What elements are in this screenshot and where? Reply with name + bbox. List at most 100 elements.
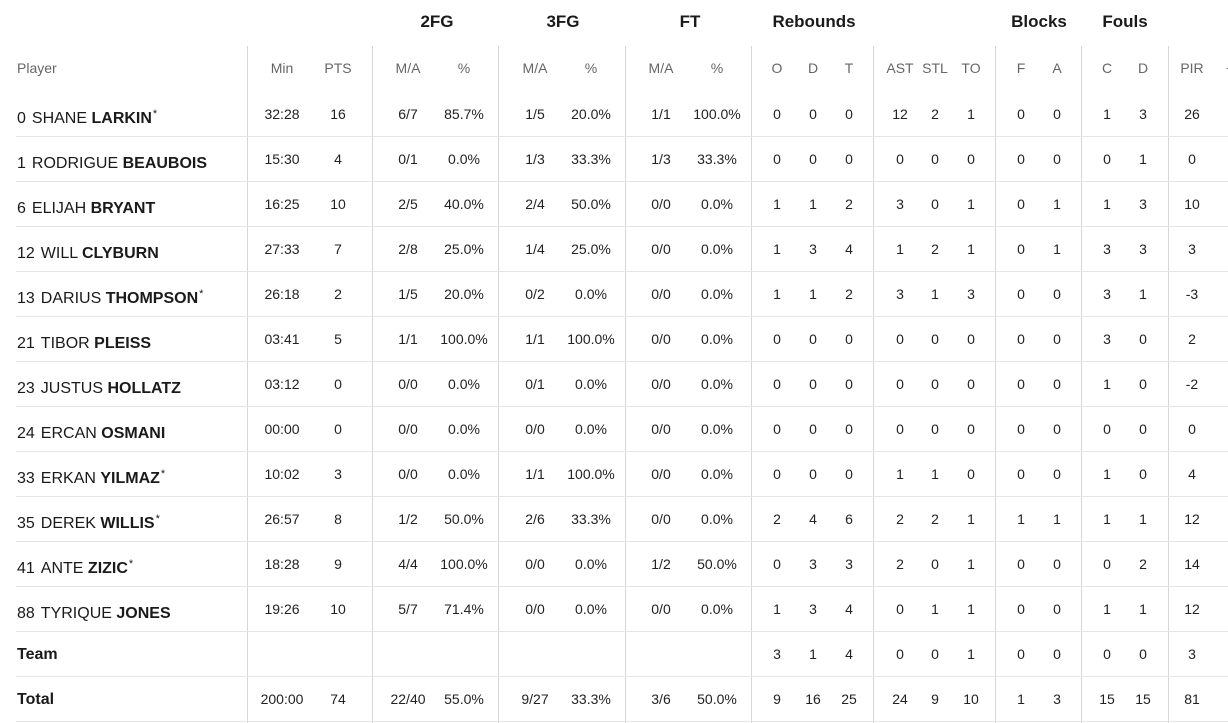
cell-pir: 26	[1184, 106, 1200, 122]
cell-reb-t: 4	[845, 241, 853, 257]
column-header-reb-d[interactable]: D	[807, 60, 819, 76]
cell-reb-t: 0	[845, 106, 853, 122]
cell-reb-d: 4	[809, 511, 817, 527]
column-header-3fg-pct[interactable]: %	[584, 60, 598, 76]
cell-ft-pct: 0.0%	[701, 421, 733, 437]
column-divider	[1168, 46, 1169, 723]
player-last-name: BRYANT	[90, 200, 156, 217]
cell-reb-d: 0	[809, 466, 817, 482]
cell-2fg-ma: 0/1	[398, 151, 418, 167]
cell-ast: 0	[896, 376, 904, 392]
cell-reb-t: 0	[845, 421, 853, 437]
cell-min: 16:25	[264, 196, 300, 212]
group-header-ft: FT	[679, 12, 701, 31]
cell-2fg-ma: 4/4	[398, 556, 418, 572]
column-header-min[interactable]: Min	[270, 60, 294, 76]
player-name[interactable]: 88 TYRIQUE JONES	[17, 587, 172, 632]
player-name[interactable]: 6 ELIJAH BRYANT	[17, 182, 156, 227]
cell-pts: 4	[334, 151, 342, 167]
column-header-ft-pct[interactable]: %	[710, 60, 724, 76]
cell-3fg-pct: 33.3%	[571, 151, 611, 167]
cell-3fg-ma: 0/0	[525, 556, 545, 572]
cell-3fg-ma: 2/6	[525, 511, 545, 527]
cell-ft-ma: 0/0	[651, 421, 671, 437]
column-header-reb-t[interactable]: T	[844, 60, 854, 76]
cell-min: 15:30	[264, 151, 300, 167]
column-header-2fg-ma[interactable]: M/A	[395, 60, 421, 76]
cell-3fg-ma: 1/5	[525, 106, 545, 122]
cell-reb-t: 3	[845, 556, 853, 572]
column-header-blocks-a[interactable]: A	[1052, 60, 1062, 76]
cell-to: 0	[967, 331, 975, 347]
column-header-2fg-pct[interactable]: %	[457, 60, 471, 76]
cell-reb-o: 0	[773, 421, 781, 437]
cell-2fg-ma: 2/5	[398, 196, 418, 212]
column-header-ft-ma[interactable]: M/A	[648, 60, 674, 76]
player-last-name: ZIZIC	[87, 560, 128, 577]
column-header-fouls-d[interactable]: D	[1137, 60, 1149, 76]
cell-pts: 5	[334, 331, 342, 347]
player-number: 35	[17, 515, 35, 532]
cell-pts: 7	[334, 241, 342, 257]
player-name[interactable]: 1 RODRIGUE BEAUBOIS	[17, 137, 208, 182]
cell-pts: 9	[334, 556, 342, 572]
cell-ft-pct: 0.0%	[701, 241, 733, 257]
column-header-fouls-c[interactable]: C	[1101, 60, 1113, 76]
player-name[interactable]: 23 JUSTUS HOLLATZ	[17, 362, 182, 407]
cell-blocks-f: 0	[1017, 376, 1025, 392]
cell-ast: 24	[892, 691, 908, 707]
column-header-ast[interactable]: AST	[886, 60, 914, 76]
cell-to: 1	[967, 241, 975, 257]
player-name[interactable]: 12 WILL CLYBURN	[17, 227, 160, 272]
player-name[interactable]: 13 DARIUS THOMPSON*	[17, 272, 203, 317]
cell-2fg-pct: 0.0%	[448, 376, 480, 392]
cell-3fg-pct: 50.0%	[571, 196, 611, 212]
player-first-name: SHANE	[31, 110, 88, 127]
cell-ast: 1	[896, 241, 904, 257]
cell-blocks-a: 0	[1053, 106, 1061, 122]
cell-2fg-pct: 100.0%	[440, 556, 488, 572]
player-name[interactable]: 41 ANTE ZIZIC*	[17, 542, 133, 587]
cell-2fg-ma: 0/0	[398, 421, 418, 437]
column-header-pts[interactable]: PTS	[324, 60, 352, 76]
player-name[interactable]: 35 DEREK WILLIS*	[17, 497, 160, 542]
player-last-name: OSMANI	[101, 425, 166, 442]
cell-to: 10	[963, 691, 979, 707]
column-header-blocks-f[interactable]: F	[1016, 60, 1026, 76]
cell-fouls-d: 3	[1139, 196, 1147, 212]
column-header-player[interactable]: Player	[17, 60, 57, 76]
cell-fouls-c: 1	[1103, 376, 1111, 392]
cell-pir: 12	[1184, 601, 1200, 617]
column-divider	[372, 46, 373, 723]
cell-ft-pct: 100.0%	[693, 106, 741, 122]
column-header-plus-minus[interactable]: +/-	[1226, 46, 1228, 91]
column-divider	[751, 46, 752, 723]
column-header-to[interactable]: TO	[961, 60, 981, 76]
cell-reb-d: 0	[809, 421, 817, 437]
cell-3fg-ma: 1/4	[525, 241, 545, 257]
player-name[interactable]: 0 SHANE LARKIN*	[17, 92, 157, 137]
cell-pir: 14	[1184, 556, 1200, 572]
cell-reb-d: 1	[809, 286, 817, 302]
player-name[interactable]: 33 ERKAN YILMAZ*	[17, 452, 165, 497]
column-divider	[498, 46, 499, 723]
column-header-reb-o[interactable]: O	[771, 60, 783, 76]
cell-blocks-f: 0	[1017, 421, 1025, 437]
column-header-3fg-ma[interactable]: M/A	[522, 60, 548, 76]
cell-reb-t: 6	[845, 511, 853, 527]
cell-fouls-d: 1	[1139, 151, 1147, 167]
table-row: 88 TYRIQUE JONES 19:26 10 5/7 71.4% 0/0 0.0% 0/0…	[0, 587, 1228, 632]
cell-ft-ma: 0/0	[651, 286, 671, 302]
player-name[interactable]: 24 ERCAN OSMANI	[17, 407, 166, 452]
column-header-stl[interactable]: STL	[922, 60, 948, 76]
cell-3fg-ma: 9/27	[521, 691, 549, 707]
player-name[interactable]: 21 TIBOR PLEISS	[17, 317, 152, 362]
cell-min: 03:12	[264, 376, 300, 392]
cell-ft-ma: 3/6	[651, 691, 671, 707]
cell-ast: 0	[896, 601, 904, 617]
player-first-name: JUSTUS	[40, 380, 104, 397]
cell-fouls-c: 3	[1103, 286, 1111, 302]
cell-pir: 3	[1188, 241, 1196, 257]
table-row: 33 ERKAN YILMAZ* 10:02 3 0/0 0.0% 1/1 100.0% 0/0…	[0, 452, 1228, 497]
column-header-pir[interactable]: PIR	[1180, 60, 1204, 76]
